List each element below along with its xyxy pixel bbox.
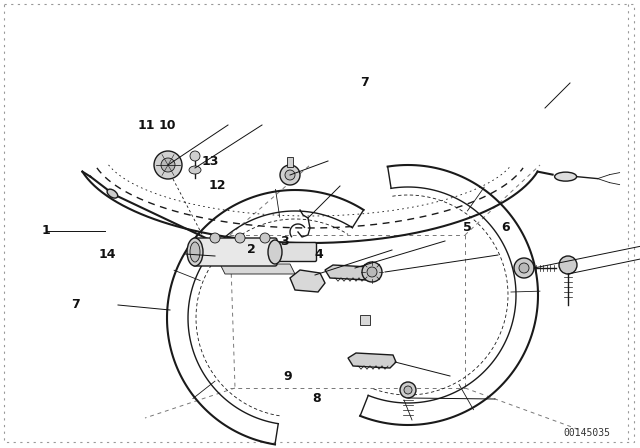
Circle shape: [367, 267, 377, 277]
Text: 6: 6: [501, 221, 510, 234]
Polygon shape: [220, 264, 295, 274]
Circle shape: [404, 386, 412, 394]
Circle shape: [235, 233, 245, 243]
Ellipse shape: [187, 238, 203, 266]
Text: 7: 7: [360, 76, 369, 90]
Circle shape: [514, 258, 534, 278]
Text: 10: 10: [159, 119, 177, 132]
Circle shape: [190, 151, 200, 161]
Circle shape: [161, 158, 175, 172]
Text: 7: 7: [71, 298, 80, 311]
Bar: [360, 315, 370, 325]
Text: 8: 8: [312, 392, 321, 405]
Bar: [287, 157, 293, 167]
Circle shape: [280, 165, 300, 185]
Text: 9: 9: [284, 370, 292, 383]
Circle shape: [285, 170, 295, 180]
FancyBboxPatch shape: [278, 242, 317, 262]
Circle shape: [154, 151, 182, 179]
Text: 1: 1: [42, 224, 51, 237]
Circle shape: [362, 262, 382, 282]
Text: 00145035: 00145035: [563, 428, 610, 438]
Ellipse shape: [190, 242, 200, 262]
Text: 5: 5: [463, 221, 472, 234]
Text: 14: 14: [99, 248, 116, 261]
Polygon shape: [290, 270, 325, 292]
FancyBboxPatch shape: [193, 238, 277, 266]
Ellipse shape: [555, 172, 577, 181]
Text: 3: 3: [280, 234, 289, 248]
Text: 11: 11: [137, 119, 155, 132]
Circle shape: [210, 233, 220, 243]
Polygon shape: [325, 265, 373, 280]
Ellipse shape: [268, 240, 282, 264]
Circle shape: [559, 256, 577, 274]
Circle shape: [400, 382, 416, 398]
Circle shape: [519, 263, 529, 273]
Text: 12: 12: [209, 179, 227, 193]
Text: 2: 2: [246, 243, 255, 257]
Circle shape: [260, 233, 270, 243]
Text: 4: 4: [314, 248, 323, 261]
Text: 13: 13: [201, 155, 219, 168]
Ellipse shape: [107, 189, 118, 198]
Polygon shape: [348, 353, 396, 368]
Ellipse shape: [189, 166, 201, 174]
